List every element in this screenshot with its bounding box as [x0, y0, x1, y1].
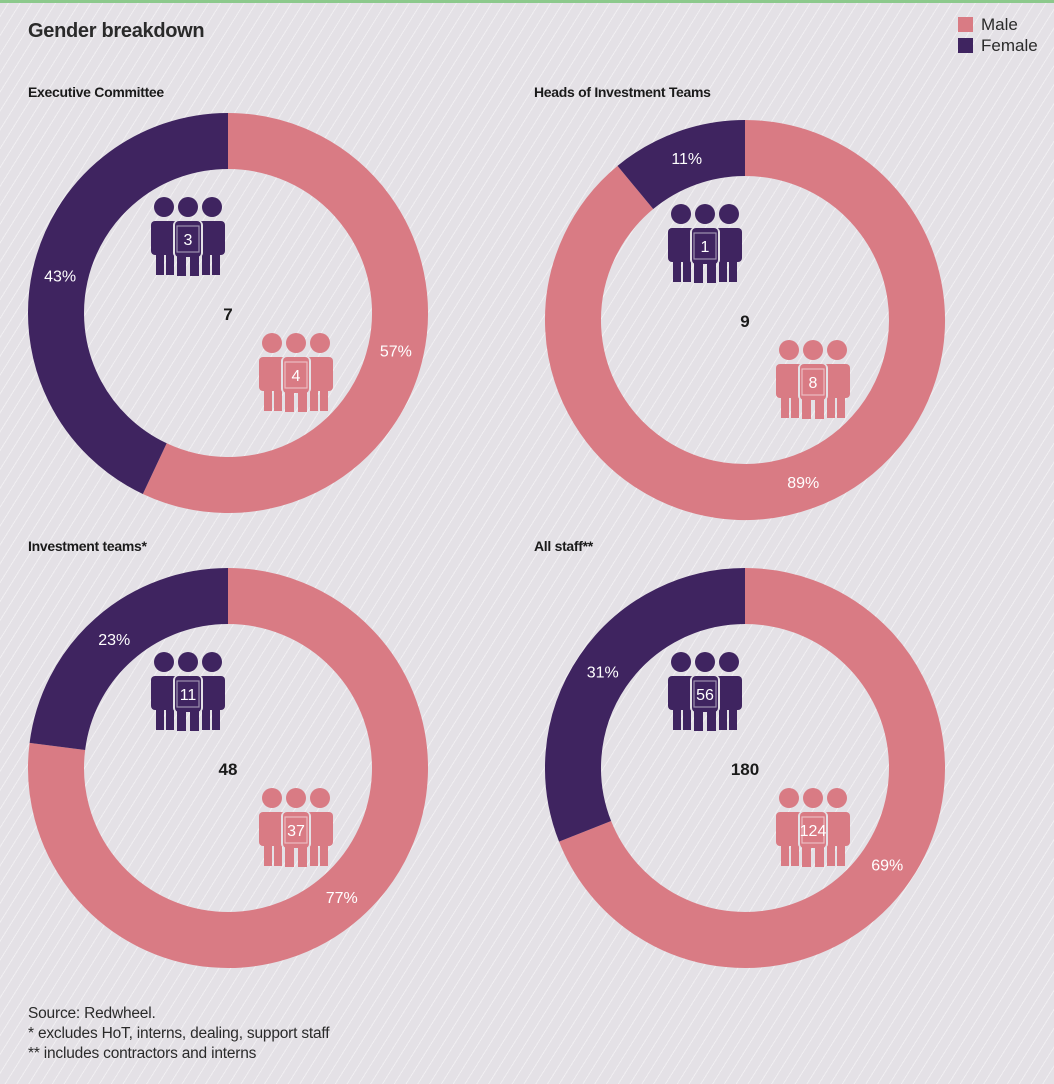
count-label-female-heads-of-investment-teams: 1: [701, 239, 710, 256]
figure-title: Gender breakdown: [28, 20, 205, 42]
panel-title-heads-of-investment-teams: Heads of Investment Teams: [534, 84, 711, 100]
legend-item-female: Female: [958, 35, 1038, 56]
legend-swatch-male: [958, 17, 973, 32]
percent-label-female-executive-committee: 43%: [44, 268, 76, 285]
slice-female-all-staff: [545, 568, 746, 842]
slice-female-heads-of-investment-teams: [617, 120, 746, 210]
donut-chart-executive-committee: 57% 43% 7 3 4: [28, 113, 428, 513]
panel-title-executive-committee: Executive Committee: [28, 84, 164, 100]
percent-label-male-all-staff: 69%: [871, 858, 903, 875]
count-label-female-executive-committee: 3: [184, 232, 193, 249]
legend-item-male: Male: [958, 14, 1038, 35]
legend: Male Female: [958, 14, 1038, 56]
people-icon-male-executive-committee: [259, 333, 333, 412]
count-label-male-executive-committee: 4: [292, 368, 301, 385]
slice-male-executive-committee: [142, 113, 428, 513]
slice-female-investment-teams: [29, 568, 229, 751]
donut-chart-investment-teams: 77% 23% 48 11 37: [28, 568, 428, 968]
people-icon-female-executive-committee: [151, 197, 225, 276]
donut-chart-all-staff: 69% 31% 180 56 124: [545, 568, 945, 968]
donut-chart-heads-of-investment-teams: 89% 11% 9 1 8: [545, 120, 945, 520]
total-label-executive-committee: 7: [223, 305, 232, 324]
percent-label-male-executive-committee: 57%: [380, 344, 412, 361]
people-icon-female-heads-of-investment-teams: [668, 204, 742, 283]
percent-label-female-investment-teams: 23%: [98, 632, 130, 649]
total-label-investment-teams: 48: [219, 760, 238, 779]
count-label-female-all-staff: 56: [696, 687, 714, 704]
people-icon-male-heads-of-investment-teams: [776, 340, 850, 419]
slice-male-heads-of-investment-teams: [545, 120, 945, 520]
slice-male-all-staff: [559, 568, 945, 968]
slice-male-investment-teams: [28, 568, 428, 968]
footnote-1: * excludes HoT, interns, dealing, suppor…: [28, 1025, 330, 1042]
footnote-2: ** includes contractors and interns: [28, 1045, 257, 1062]
legend-label-female: Female: [981, 35, 1038, 55]
donut-charts: 57% 43% 7 3 4 89% 11% 9 1 8 77% 23% 48 11 37 69% 31% 180 5…: [28, 113, 945, 968]
percent-label-female-heads-of-investment-teams: 11%: [671, 151, 702, 168]
total-label-heads-of-investment-teams: 9: [740, 312, 749, 331]
panel-title-all-staff: All staff**: [534, 538, 593, 554]
people-icon-female-investment-teams: [151, 652, 225, 731]
legend-swatch-female: [958, 38, 973, 53]
count-label-female-investment-teams: 11: [180, 687, 197, 704]
panel-title-investment-teams: Investment teams*: [28, 538, 147, 554]
source-note: Source: Redwheel.: [28, 1005, 156, 1022]
slice-female-executive-committee: [28, 113, 229, 494]
total-label-all-staff: 180: [731, 760, 759, 779]
people-icon-male-investment-teams: [259, 788, 333, 867]
legend-label-male: Male: [981, 14, 1018, 34]
top-accent-line: [0, 0, 1054, 3]
count-label-male-heads-of-investment-teams: 8: [809, 375, 818, 392]
people-icon-female-all-staff: [668, 652, 742, 731]
percent-label-male-heads-of-investment-teams: 89%: [787, 475, 819, 492]
footnotes: Source: Redwheel. * excludes HoT, intern…: [28, 1004, 330, 1064]
percent-label-female-all-staff: 31%: [587, 664, 619, 681]
percent-label-male-investment-teams: 77%: [326, 890, 358, 907]
count-label-male-all-staff: 124: [800, 823, 827, 840]
count-label-male-investment-teams: 37: [287, 823, 305, 840]
people-icon-male-all-staff: [776, 788, 850, 867]
